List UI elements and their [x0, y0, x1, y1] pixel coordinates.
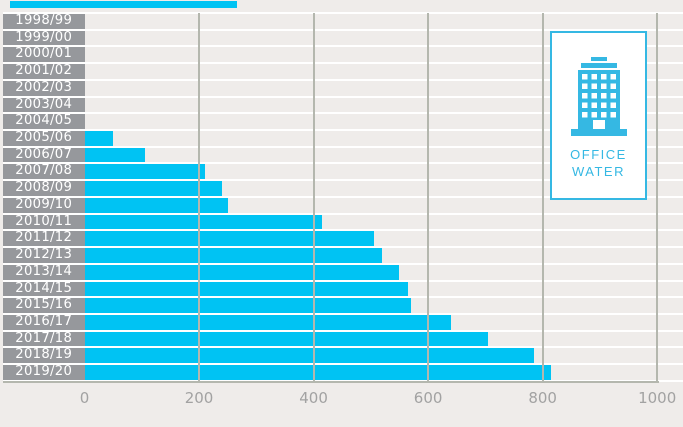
- chart-row: 1999/00: [3, 30, 683, 46]
- chart-row: 1998/99: [3, 13, 683, 29]
- chart-row: 2015/16: [3, 297, 683, 313]
- x-tick-800: 800: [528, 389, 557, 407]
- year-label: 2006/07: [3, 147, 85, 163]
- year-label: 2019/20: [3, 364, 85, 380]
- value-bar: [84, 164, 205, 180]
- chart-row: 2007/08: [3, 164, 683, 180]
- gridline-800: [541, 13, 544, 381]
- year-label: 2017/18: [3, 331, 85, 347]
- value-bar: [84, 248, 383, 263]
- year-label: 1998/99: [3, 13, 85, 29]
- year-label: 2004/05: [3, 114, 85, 130]
- gridline-400: [312, 13, 315, 381]
- year-label: 1999/00: [3, 30, 85, 46]
- legend-box: OFFICE WATER: [550, 31, 647, 200]
- year-label: 2003/04: [3, 97, 85, 113]
- value-bar: [84, 181, 222, 196]
- chart-row: 2003/04: [3, 97, 683, 113]
- year-label: 2001/02: [3, 63, 85, 79]
- value-bar: [84, 231, 374, 247]
- value-bar: [84, 348, 535, 364]
- x-tick-600: 600: [413, 389, 443, 407]
- value-bar: [84, 197, 228, 213]
- chart-row: 2016/17: [3, 314, 683, 330]
- year-label: 2013/14: [3, 264, 85, 280]
- chart-row: 2001/02: [3, 63, 683, 79]
- gridline-1000: [656, 13, 659, 381]
- value-bar: [84, 331, 489, 347]
- chart-row: 2005/06: [3, 130, 683, 146]
- value-bar: [84, 365, 552, 380]
- value-bar: [84, 214, 323, 230]
- year-label: 2011/12: [3, 231, 85, 247]
- chart-row: 2008/09: [3, 180, 683, 196]
- chart-row: 2000/01: [3, 47, 683, 63]
- value-bar: [84, 314, 452, 330]
- year-label: 2010/11: [3, 214, 85, 230]
- legend-label: OFFICE WATER: [570, 146, 627, 180]
- x-tick-0: 0: [79, 389, 90, 407]
- year-label: 2018/19: [3, 348, 85, 364]
- chart-row: 2019/20: [3, 364, 683, 380]
- value-bar: [84, 264, 400, 280]
- value-bar: [84, 147, 145, 163]
- year-label: 2005/06: [3, 130, 85, 146]
- year-label: 2016/17: [3, 314, 85, 330]
- chart-row: 2011/12: [3, 231, 683, 247]
- year-label: 2009/10: [3, 197, 85, 213]
- year-label: 2012/13: [3, 247, 85, 263]
- x-tick-200: 200: [184, 389, 214, 407]
- year-label: 2008/09: [3, 180, 85, 196]
- chart-row: 2018/19: [3, 348, 683, 364]
- x-tick-400: 400: [299, 389, 328, 407]
- legend-label-line2: WATER: [571, 164, 625, 179]
- gridline-200: [198, 13, 201, 381]
- chart-row: 2010/11: [3, 214, 683, 230]
- year-label: 2014/15: [3, 281, 85, 297]
- gridline-600: [427, 13, 430, 381]
- chart-row: 2012/13: [3, 247, 683, 263]
- chart-row: 2009/10: [3, 197, 683, 213]
- x-tick-1000: 1000: [638, 389, 677, 407]
- office-building-icon: [570, 57, 627, 136]
- chart-row: 2014/15: [3, 281, 683, 297]
- x-axis-line: [3, 381, 659, 383]
- chart-row: 2006/07: [3, 147, 683, 163]
- bar-rows-container: 1998/99 1999/00 2000/01 2001/02 2002/03 …: [3, 13, 683, 382]
- year-label: 2002/03: [3, 80, 85, 96]
- value-bar: [84, 131, 114, 146]
- top-accent-strip: [10, 1, 237, 8]
- chart-row: 2002/03: [3, 80, 683, 96]
- year-label: 2015/16: [3, 297, 85, 313]
- year-label: 2000/01: [3, 47, 85, 63]
- legend-label-line1: OFFICE: [570, 147, 627, 162]
- value-bar: [84, 298, 411, 313]
- year-label: 2007/08: [3, 164, 85, 180]
- chart-row: 2004/05: [3, 114, 683, 130]
- chart-row: 2013/14: [3, 264, 683, 280]
- chart-row: 2017/18: [3, 331, 683, 347]
- value-bar: [84, 281, 409, 297]
